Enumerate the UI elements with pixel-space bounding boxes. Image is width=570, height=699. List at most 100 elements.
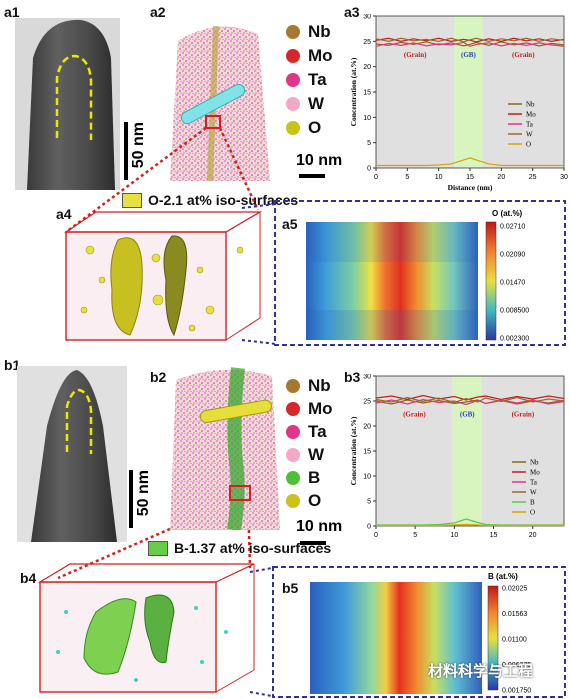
colorbar-tick-label: 0.01470 <box>500 280 525 287</box>
heatmap-b5-title: B (at.%) <box>488 572 518 581</box>
legend-a2-dot-mo-icon <box>286 49 300 63</box>
legend-a2-label: Nb <box>308 22 331 41</box>
legend-entry-nb: Nb <box>530 459 539 467</box>
legend-a2-dot-ta-icon <box>286 73 300 87</box>
x-axis-label: Distance (nm) <box>448 183 493 192</box>
legend-a2-dot-w-icon <box>286 97 300 111</box>
y-tick-label: 10 <box>363 115 371 122</box>
x-tick-label: 0 <box>374 174 378 181</box>
colorbar-tick-label: 0.006375 <box>502 662 531 669</box>
legend-b2-label: Nb <box>308 376 331 395</box>
region-label: (GB) <box>460 411 475 419</box>
legend-b2-dot-mo-icon <box>286 402 300 416</box>
series-line-o <box>376 157 564 167</box>
watermark: 材料科学与工程 <box>428 663 534 680</box>
y-tick-label: 5 <box>367 140 371 147</box>
legend-a2-item-o: O <box>286 118 321 138</box>
y-tick-label: 15 <box>363 90 371 97</box>
legend-b2-dot-ta-icon <box>286 425 300 439</box>
legend-a2-label: O <box>308 118 322 137</box>
y-tick-label: 15 <box>363 449 371 456</box>
tem-image-b1 <box>17 366 127 542</box>
legend-b2-item-w: W <box>286 445 324 465</box>
x-tick-label: 5 <box>413 532 417 539</box>
legend-entry-w: W <box>530 489 537 497</box>
legend-a2-item-ta: Ta <box>286 70 327 90</box>
apt-reconstruction-a2 <box>170 25 270 181</box>
x-tick-label: 10 <box>450 532 458 539</box>
series-line-o <box>376 523 564 527</box>
region-2 <box>481 376 564 526</box>
series-line-ta <box>375 398 565 406</box>
apt-reconstruction-b2 <box>170 367 280 530</box>
x-tick-label: 20 <box>529 532 537 539</box>
legend-b2-item-o: O <box>286 491 321 511</box>
legend-entry-b: B <box>530 499 535 507</box>
y-tick-label: 0 <box>367 166 371 173</box>
y-tick-label: 20 <box>363 64 371 71</box>
y-tick-label: 0 <box>367 524 371 531</box>
panel-label-a5: a5 <box>282 216 298 232</box>
scalebar-a1 <box>124 122 128 180</box>
panel-label-b2: b2 <box>150 369 167 385</box>
legend-b2-label: W <box>308 445 325 464</box>
y-axis-label: Concentration (at.%) <box>349 57 358 126</box>
y-tick-label: 25 <box>363 399 371 406</box>
legend-b2-label: Mo <box>308 399 333 418</box>
scalebar-b1-label: 50 nm <box>135 470 152 517</box>
region-label: (GB) <box>461 51 476 59</box>
legend-entry-nb: Nb <box>526 101 535 109</box>
panel-label-b5: b5 <box>282 580 299 596</box>
heatmap-a5: O (at.%) 0.02710 0.02090 0.01470 0.008500 0.… <box>274 200 566 346</box>
colorbar-tick-label: 0.002300 <box>500 336 529 343</box>
iso-swatch-a4-icon <box>122 192 142 208</box>
y-tick-label: 30 <box>363 14 371 21</box>
panel-label-a3: a3 <box>344 4 360 20</box>
panel-label-b4: b4 <box>20 570 37 586</box>
legend-b2-dot-b-icon <box>286 471 300 485</box>
legend-a2-item-mo: Mo <box>286 46 333 66</box>
colorbar-tick-label: 0.02710 <box>500 224 525 231</box>
colorbar-tick-label: 0.008500 <box>500 308 529 315</box>
iso-surface-a4 <box>64 211 263 341</box>
y-tick-label: 5 <box>367 499 371 506</box>
scalebar-a1-label: 50 nm <box>130 122 147 169</box>
x-tick-label: 0 <box>374 532 378 539</box>
colorbar-tick-label: 0.01100 <box>502 637 527 644</box>
panel-label-a2: a2 <box>150 4 166 20</box>
heatmap-a5-title: O (at.%) <box>492 209 523 218</box>
legend-a2-dot-o-icon <box>286 121 300 135</box>
legend-entry-o: O <box>526 141 531 149</box>
x-tick-label: 5 <box>405 174 409 181</box>
y-tick-label: 20 <box>363 424 371 431</box>
legend-b2-label: O <box>308 491 322 510</box>
legend-entry-mo: Mo <box>526 111 536 119</box>
iso-legend-b4-label: B-1.37 at% iso-surfaces <box>174 540 332 556</box>
legend-a2-item-w: W <box>286 94 324 114</box>
region-label: (Grain) <box>403 411 426 419</box>
scalebar-a2-label: 10 nm <box>296 152 343 169</box>
legend-b2-label: Ta <box>308 422 327 441</box>
legend-b2-item-nb: Nb <box>286 376 331 396</box>
scalebar-b2-label: 10 nm <box>296 518 343 535</box>
region-label: (Grain) <box>404 51 427 59</box>
legend-entry-w: W <box>526 131 533 139</box>
legend-a2-label: Mo <box>308 46 333 65</box>
legend-b2-item-b: B <box>286 468 320 488</box>
legend-a2-label: W <box>308 94 325 113</box>
x-tick-label: 10 <box>435 174 443 181</box>
legend-b2-label: B <box>308 468 321 487</box>
colorbar-tick-label: 0.02025 <box>502 586 527 593</box>
legend-a2-dot-nb-icon <box>286 25 300 39</box>
x-tick-label: 30 <box>560 174 568 181</box>
legend-entry-o: O <box>530 509 535 517</box>
series-line-mo <box>375 394 565 401</box>
tem-image-a1 <box>15 18 120 190</box>
chart-b3: (Grain) (GB) (Grain) 0 5 10 15 20 0 5 10 15 20 25 30 Co… <box>349 374 565 539</box>
legend-entry-mo: Mo <box>530 469 540 477</box>
x-tick-label: 25 <box>529 174 537 181</box>
region-label: (Grain) <box>512 51 535 59</box>
y-tick-label: 10 <box>363 474 371 481</box>
panel-label-b3: b3 <box>344 369 361 385</box>
